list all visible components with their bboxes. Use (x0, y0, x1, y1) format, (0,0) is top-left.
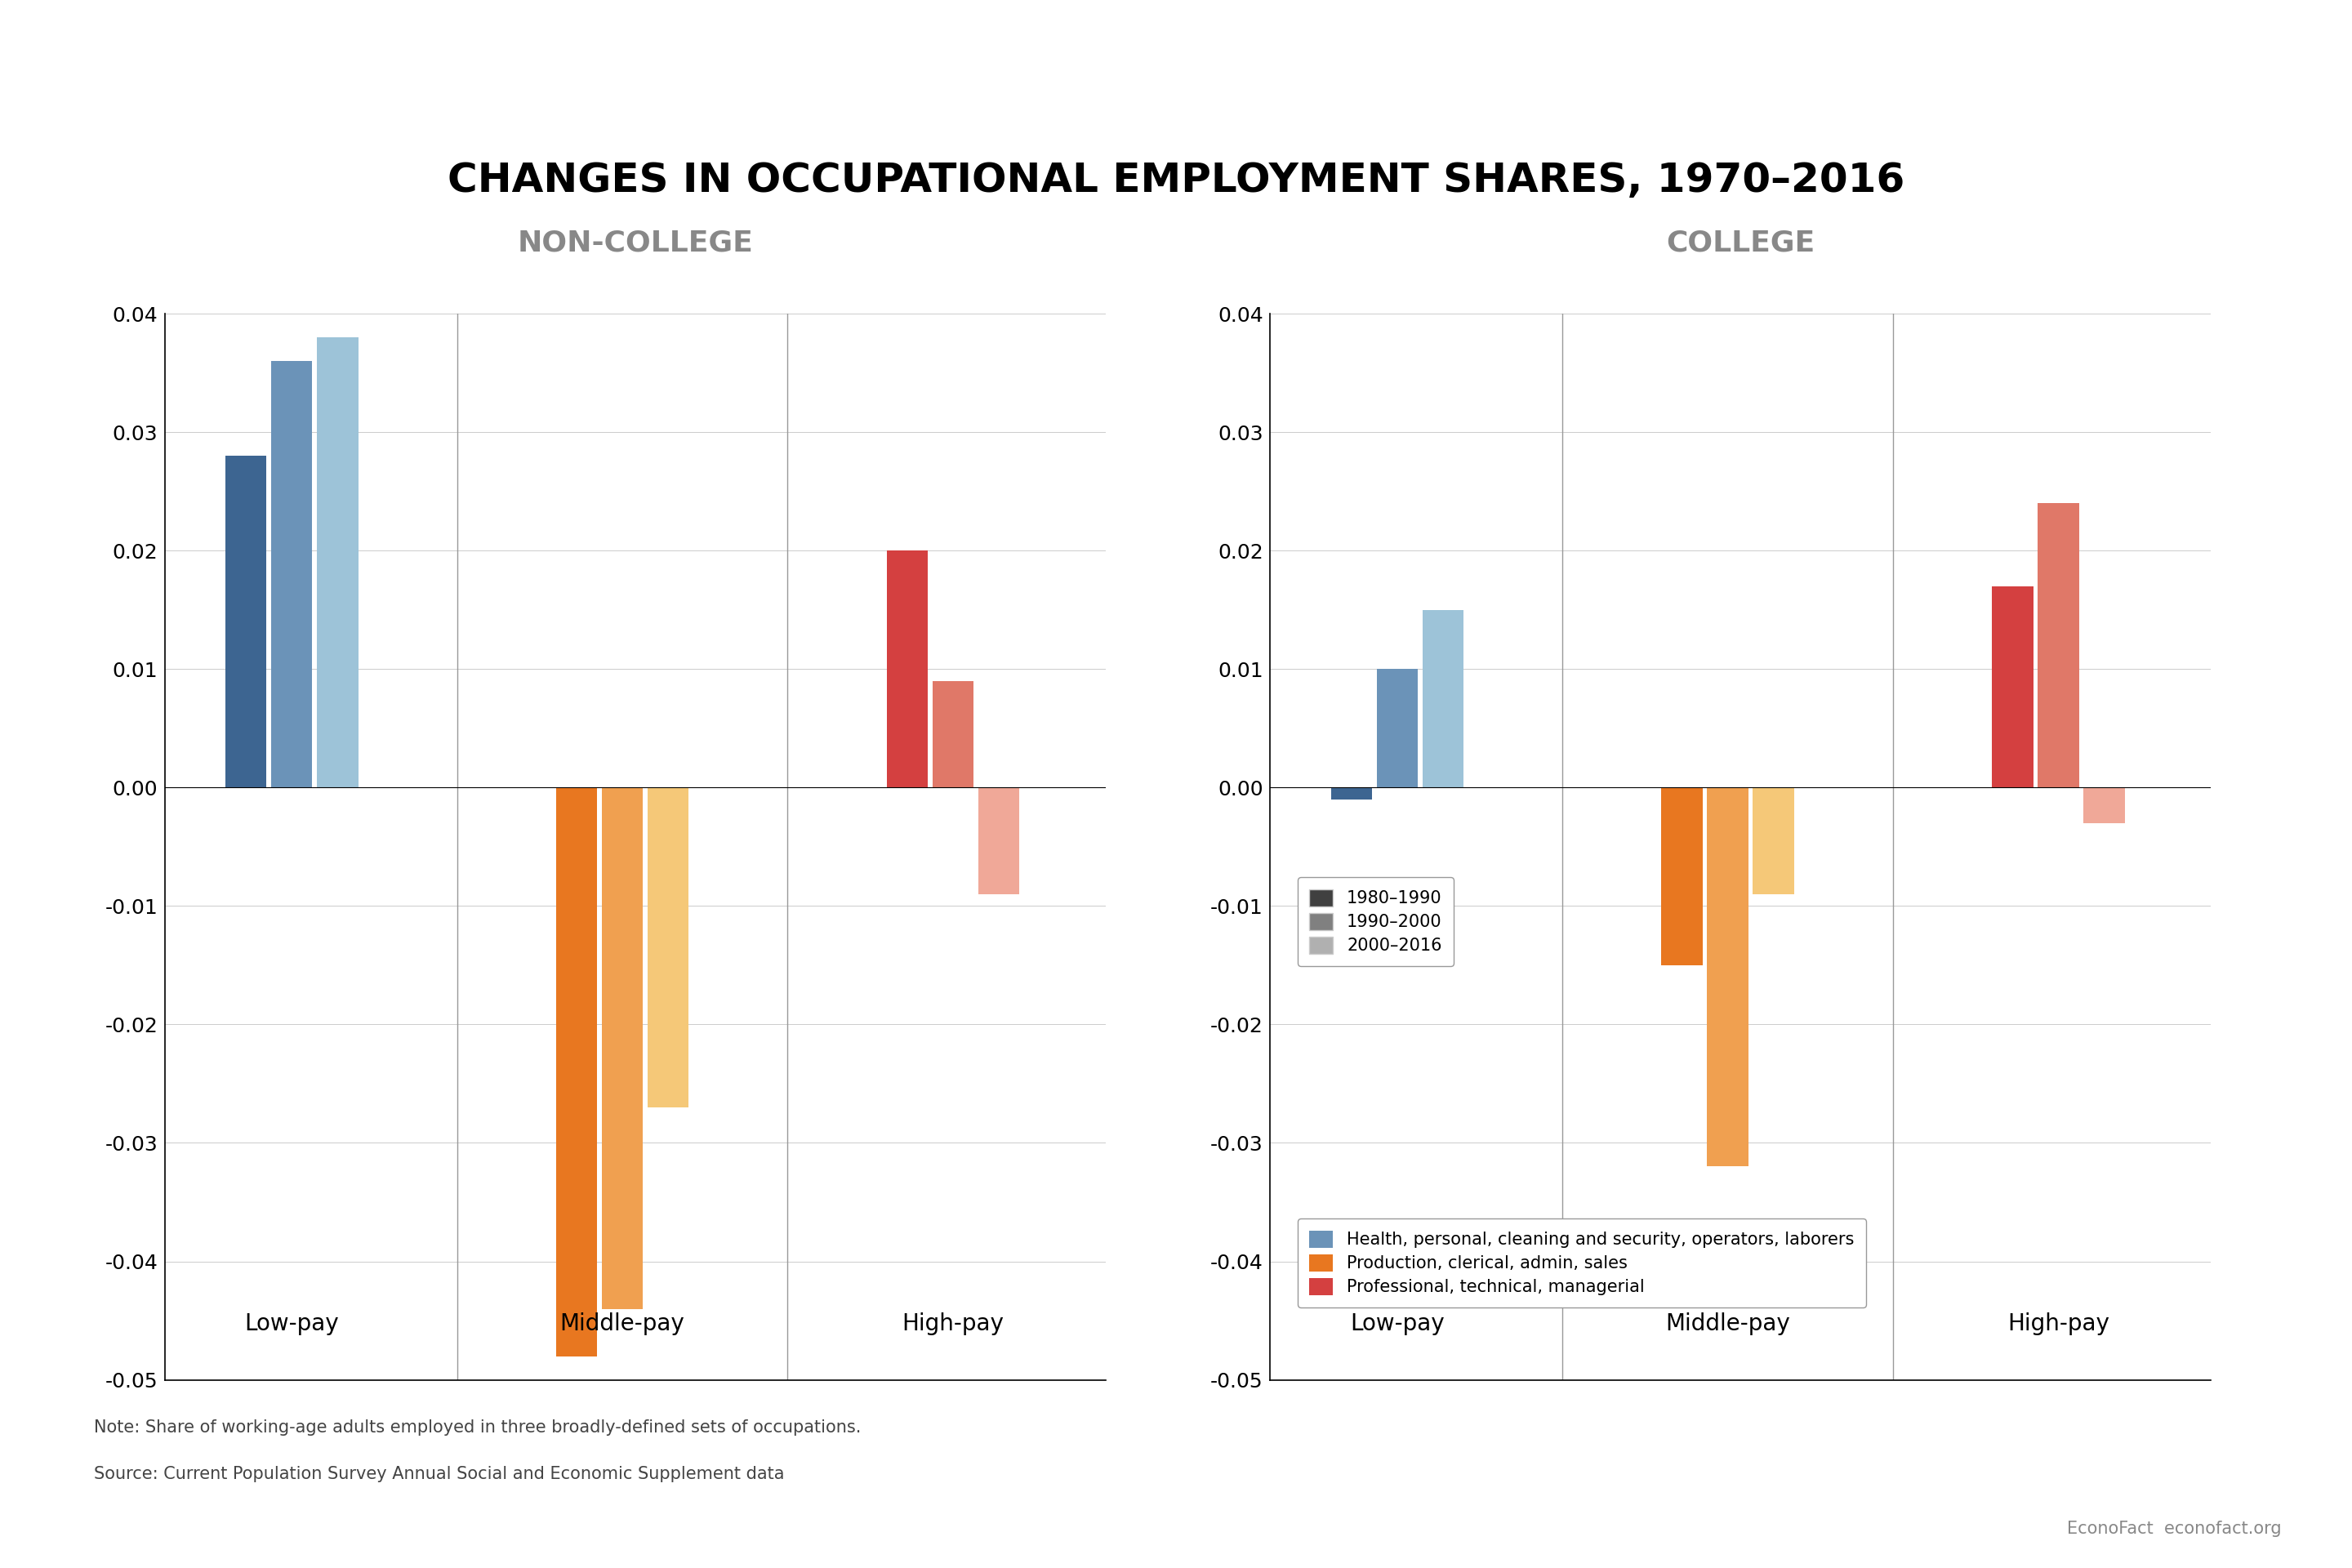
Bar (1661, 787, 1703, 966)
Bar (647, 787, 689, 1107)
Text: Low-pay: Low-pay (1350, 1312, 1444, 1334)
Bar (978, 787, 1018, 894)
Text: EconoFact  econofact.org: EconoFact econofact.org (2067, 1521, 2281, 1537)
Text: Low-pay: Low-pay (245, 1312, 339, 1334)
Text: CHANGES IN OCCUPATIONAL EMPLOYMENT SHARES, 1970–2016: CHANGES IN OCCUPATIONAL EMPLOYMENT SHARE… (447, 162, 1905, 199)
Text: NON-COLLEGE: NON-COLLEGE (517, 229, 753, 257)
Bar (602, 787, 642, 1309)
Bar (1423, 610, 1463, 787)
Bar (1376, 670, 1418, 787)
Bar (226, 456, 266, 787)
Bar (1992, 586, 2032, 787)
Bar (887, 550, 927, 787)
Bar (318, 337, 358, 787)
Text: Source: Current Population Survey Annual Social and Economic Supplement data: Source: Current Population Survey Annual… (94, 1466, 786, 1482)
Legend: Health, personal, cleaning and security, operators, laborers, Production, cleric: Health, personal, cleaning and security,… (1298, 1218, 1865, 1308)
Text: Note: Share of working-age adults employed in three broadly-defined sets of occu: Note: Share of working-age adults employ… (94, 1419, 861, 1435)
Text: COLLEGE: COLLEGE (1665, 229, 1816, 257)
Bar (1331, 787, 1371, 800)
Text: High-pay: High-pay (901, 1312, 1004, 1334)
Text: High-pay: High-pay (2006, 1312, 2110, 1334)
Bar (270, 361, 313, 787)
Text: Middle-pay: Middle-pay (560, 1312, 684, 1334)
Bar (2084, 787, 2124, 823)
Text: Middle-pay: Middle-pay (1665, 1312, 1790, 1334)
Bar (1752, 787, 1795, 894)
Bar (2037, 503, 2079, 787)
Bar (931, 681, 974, 787)
Bar (555, 787, 597, 1356)
Bar (1708, 787, 1748, 1167)
